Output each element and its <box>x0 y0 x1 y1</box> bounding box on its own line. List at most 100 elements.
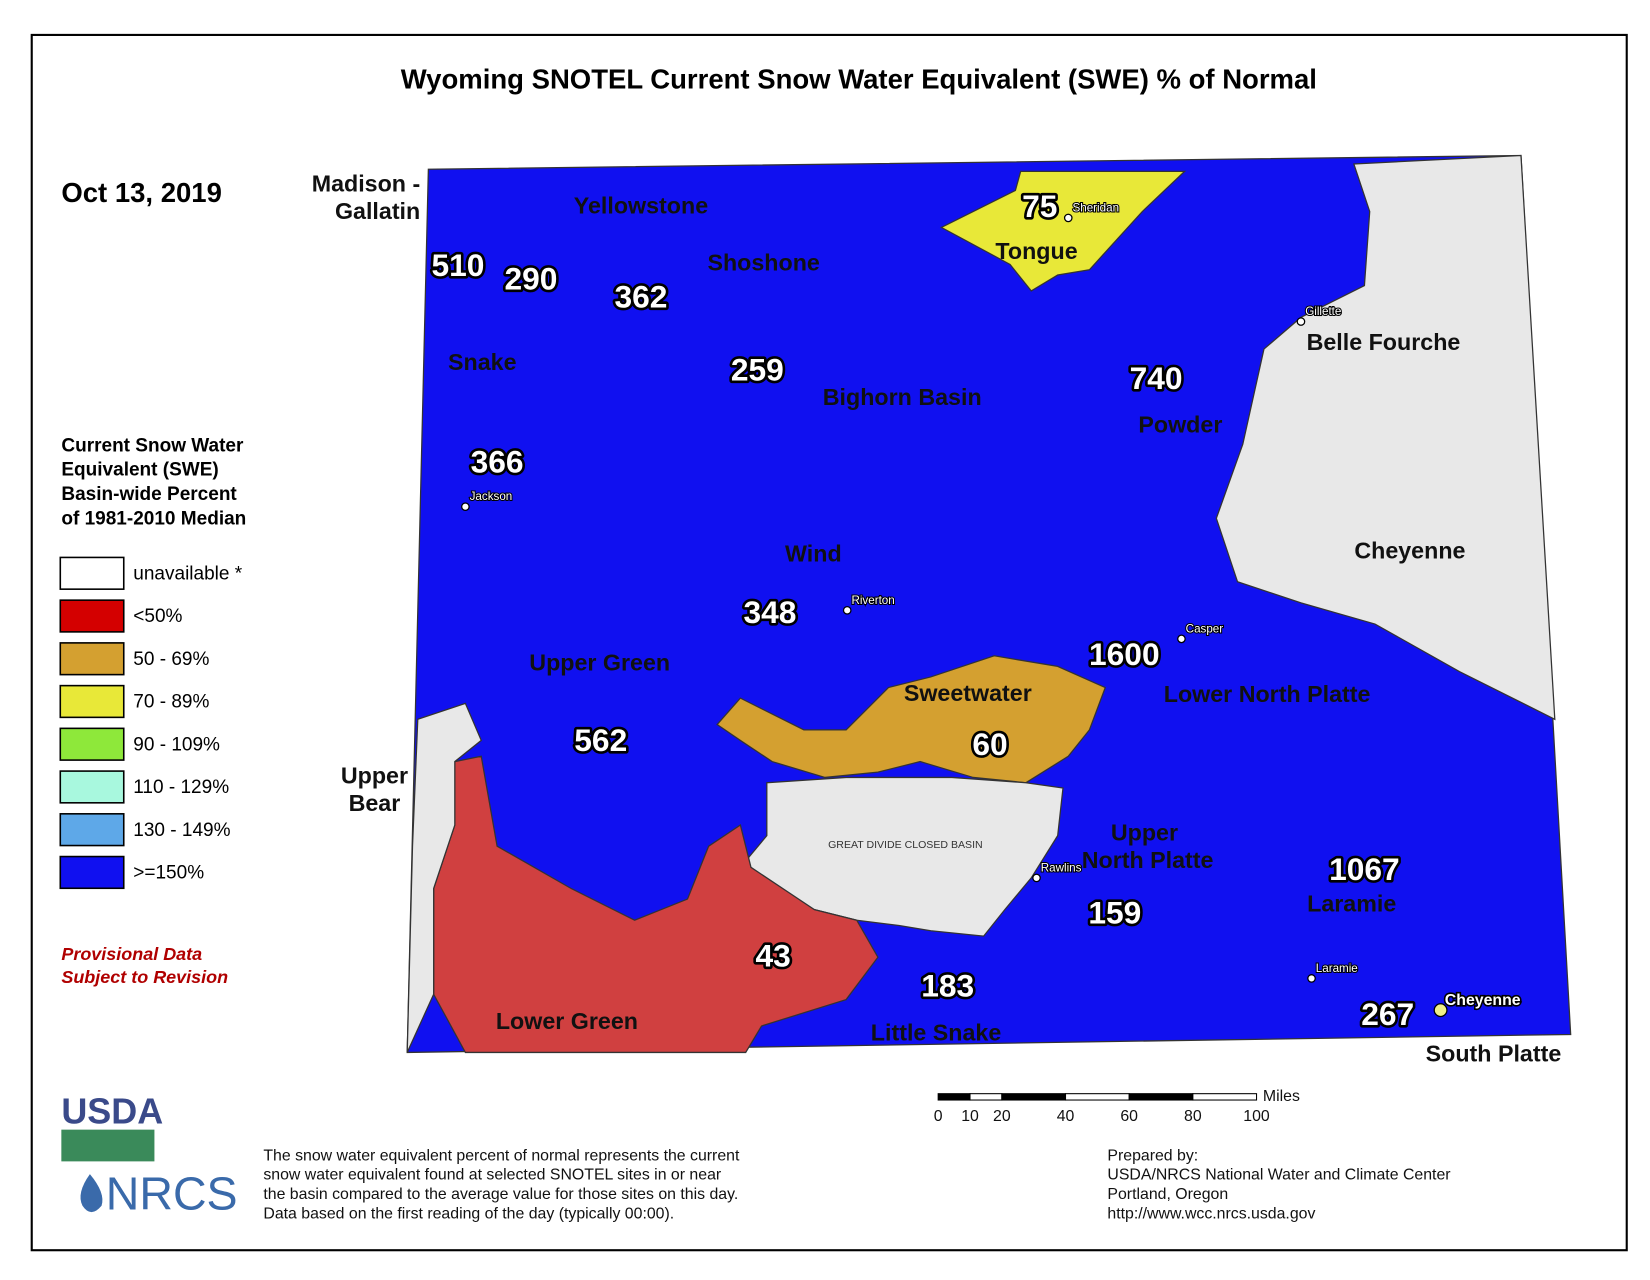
basin-name: South Platte <box>1426 1041 1562 1067</box>
basin-area <box>406 702 483 1053</box>
basin-name: Laramie <box>1307 891 1396 917</box>
scale-label: 80 <box>1184 1108 1202 1125</box>
scale-label: 0 <box>934 1108 943 1125</box>
scale-segment <box>937 1093 971 1101</box>
basin-area <box>1215 154 1556 721</box>
legend-swatch <box>59 599 125 633</box>
scale-unit: Miles <box>1263 1088 1300 1105</box>
legend-swatch <box>59 684 125 719</box>
basin-name: Belle Fourche <box>1307 329 1461 355</box>
prepared-by: Prepared by: <box>1107 1147 1198 1164</box>
basin-name: Snake <box>448 349 517 375</box>
city-label: Riverton <box>851 594 894 607</box>
scale-segment <box>1192 1093 1258 1101</box>
logo-nrcs: NRCS <box>106 1168 238 1220</box>
footnote: The snow water equivalent percent of nor… <box>263 1147 740 1164</box>
basin-name: Sweetwater <box>904 680 1032 706</box>
city-dot <box>1177 634 1186 644</box>
basin-name: Little Snake <box>871 1020 1002 1046</box>
footnote: Data based on the first reading of the d… <box>263 1205 674 1222</box>
legend-label: >=150% <box>133 863 204 884</box>
basin-name: Yellowstone <box>574 192 708 218</box>
city-label: Jackson <box>470 490 513 503</box>
legend-swatch <box>59 813 125 847</box>
legend-label: 130 - 149% <box>133 820 230 841</box>
provisional-note: Subject to Revision <box>61 967 228 987</box>
basin-area <box>433 755 879 1054</box>
basin-value: 740 <box>1130 360 1183 396</box>
basin-value: 362 <box>615 279 668 315</box>
basin-name: Powder <box>1138 411 1222 437</box>
basin-name: Upper <box>341 763 408 789</box>
basin-value: 60 <box>972 726 1007 762</box>
footnote: the basin compared to the average value … <box>263 1186 738 1203</box>
basin-value: 348 <box>744 594 797 630</box>
legend-label: 90 - 109% <box>133 734 220 755</box>
basin-name: North Platte <box>1082 847 1214 873</box>
basin-name: Lower Green <box>496 1008 638 1034</box>
city-label: Cheyenne <box>1445 992 1521 1009</box>
legend-label: 70 - 89% <box>133 692 209 713</box>
legend-label: <50% <box>133 606 182 627</box>
scale-label: 100 <box>1243 1108 1270 1125</box>
logo-usda: USDA <box>61 1090 163 1131</box>
basin-area <box>716 655 1107 784</box>
prepared-by: USDA/NRCS National Water and Climate Cen… <box>1107 1167 1451 1184</box>
scale-label: 40 <box>1057 1108 1075 1125</box>
basin-value: 1067 <box>1329 851 1400 887</box>
basin-value: 290 <box>505 261 558 297</box>
basin-value: 43 <box>756 938 791 974</box>
basin-name: Shoshone <box>707 250 819 276</box>
basin-name: Gallatin <box>335 198 420 224</box>
scale-label: 20 <box>993 1108 1011 1125</box>
basin-name: Bighorn Basin <box>823 384 982 410</box>
prepared-by: http://www.wcc.nrcs.usda.gov <box>1107 1205 1315 1222</box>
basin-name: Cheyenne <box>1354 537 1465 563</box>
basin-value: 1600 <box>1089 636 1160 672</box>
scale-label: 60 <box>1120 1108 1138 1125</box>
logo-field <box>61 1129 155 1162</box>
basin-name: GREAT DIVIDE CLOSED BASIN <box>828 839 983 851</box>
basin-value: 510 <box>432 247 485 283</box>
basin-value: 562 <box>574 722 627 758</box>
city-dot <box>1433 1003 1448 1018</box>
frame <box>30 33 1628 1252</box>
legend-title: Equivalent (SWE) <box>61 460 218 481</box>
footnote: snow water equivalent found at selected … <box>263 1167 722 1184</box>
basin-name: Madison - <box>312 170 421 196</box>
basin-name: Wind <box>785 540 842 566</box>
city-label: Sheridan <box>1073 201 1120 214</box>
legend-title: of 1981-2010 Median <box>61 508 246 529</box>
legend-swatch <box>59 727 125 761</box>
scale-segment <box>1001 1093 1067 1101</box>
basin-value: 267 <box>1361 996 1414 1032</box>
scale-segment <box>1064 1093 1130 1101</box>
legend-title: Current Snow Water <box>61 435 244 456</box>
logo-drop <box>80 1174 103 1213</box>
legend-label: 50 - 69% <box>133 649 209 670</box>
basin-name: Lower North Platte <box>1164 681 1371 707</box>
date: Oct 13, 2019 <box>61 177 222 208</box>
legend-title: Basin-wide Percent <box>61 484 237 505</box>
city-dot <box>461 502 470 511</box>
basin-name: Tongue <box>995 238 1077 264</box>
legend-swatch <box>59 855 125 890</box>
legend-swatch <box>59 770 125 804</box>
basin-name: Bear <box>349 790 401 816</box>
city-dot <box>1032 873 1041 883</box>
city-dot <box>1307 974 1316 983</box>
city-dot <box>1296 317 1306 326</box>
city-label: Rawlins <box>1041 861 1082 874</box>
basin-area <box>939 170 1187 292</box>
basin-name: Upper Green <box>529 649 670 675</box>
basin-value: 259 <box>731 352 784 388</box>
legend-swatch <box>59 556 125 590</box>
legend-label: unavailable * <box>133 563 242 584</box>
scale-segment <box>969 1093 1003 1101</box>
scale-label: 10 <box>961 1108 979 1125</box>
basin-value: 183 <box>921 967 974 1003</box>
scale-segment <box>1128 1093 1194 1101</box>
legend-swatch <box>59 642 125 676</box>
